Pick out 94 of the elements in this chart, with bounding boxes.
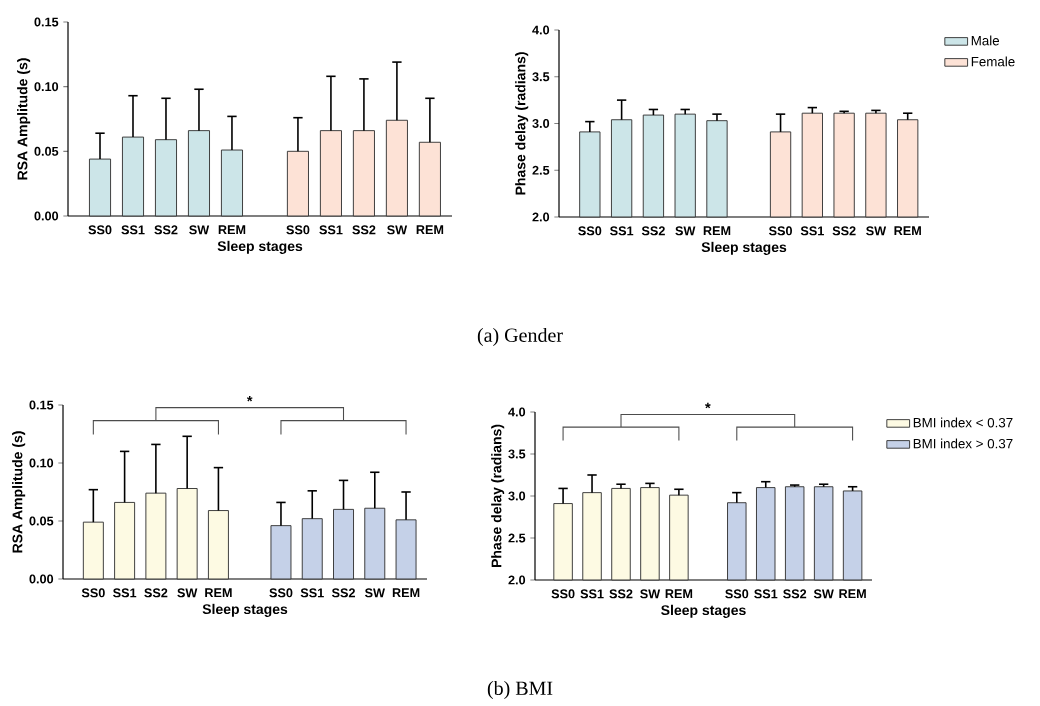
x-tick-label: SS1 [113, 588, 137, 598]
bar [395, 519, 417, 580]
bar [270, 525, 292, 580]
y-tick-label: 0.10 [29, 458, 54, 468]
x-tick-label: REM [392, 588, 420, 598]
y-tick-label: 3.5 [532, 72, 550, 82]
y-tick-label: 2.0 [508, 575, 526, 585]
bar [88, 158, 112, 217]
x-tick-label: REM [894, 226, 921, 236]
y-tick-label: 0.15 [29, 400, 54, 410]
x-tick-label: REM [665, 589, 693, 599]
bar [286, 150, 309, 217]
x-tick-label: SW [189, 225, 210, 235]
x-tick-label: SW [387, 225, 408, 235]
x-tick-label: REM [839, 589, 866, 599]
x-tick-label: SS1 [319, 225, 343, 235]
y-axis-title: Phase delay (radians) [515, 52, 529, 195]
x-tick-label: SS0 [286, 225, 310, 235]
y-tick-label: 3.0 [532, 118, 550, 128]
bar [145, 492, 167, 580]
bar [364, 507, 386, 580]
y-axis-title: RSA Amplitude (s) [17, 58, 31, 180]
x-tick-label: SW [364, 588, 385, 598]
bar [352, 130, 375, 217]
bar [176, 488, 198, 580]
bar [333, 508, 354, 580]
x-tick-label: SS0 [81, 588, 105, 598]
x-tick-label: SS1 [754, 589, 778, 599]
bar [207, 510, 229, 580]
legend-label: BMI index < 0.37 [913, 417, 1013, 428]
x-tick-label: SS2 [352, 225, 376, 235]
y-tick-label: 0.05 [34, 146, 59, 156]
y-tick-label: 0.00 [29, 574, 54, 584]
y-tick-label: 4.0 [508, 407, 526, 417]
y-tick-label: 0.00 [34, 211, 59, 221]
bar [301, 518, 323, 580]
y-tick-label: 2.5 [508, 533, 526, 543]
x-tick-label: SS0 [578, 226, 602, 236]
x-tick-label: SS1 [300, 588, 324, 598]
text: (b) BMI [487, 680, 553, 700]
x-tick-label: REM [703, 226, 731, 236]
bar [114, 501, 136, 580]
x-tick-label: SS0 [88, 225, 112, 235]
x-tick-label: SW [640, 589, 661, 599]
x-tick-label: REM [218, 225, 246, 235]
x-tick-label: SS2 [783, 589, 807, 599]
legend-label: BMI index > 0.37 [913, 438, 1013, 449]
bar [82, 521, 104, 580]
x-tick-label: SW [177, 588, 198, 598]
x-tick-label: REM [205, 588, 232, 598]
x-tick-label: SW [675, 226, 696, 236]
x-tick-label: SW [813, 589, 834, 599]
x-tick-label: SS2 [154, 225, 178, 235]
bar [154, 139, 178, 217]
y-axis-title: RSA Amplitude (s) [12, 431, 26, 553]
text: * [246, 395, 253, 402]
x-tick-label: SS0 [269, 588, 293, 598]
x-tick-label: SS1 [580, 589, 604, 599]
bar [418, 141, 441, 217]
x-tick-label: SS0 [768, 226, 793, 236]
x-tick-label: SS2 [832, 226, 856, 236]
x-tick-label: SS0 [551, 589, 575, 599]
y-tick-label: 2.5 [532, 165, 550, 175]
x-tick-label: SS2 [144, 588, 168, 598]
x-axis-title: Sleep stages [661, 604, 746, 618]
x-tick-label: SS2 [331, 588, 355, 598]
y-tick-label: 3.0 [508, 491, 526, 501]
y-axis-title: Phase delay (radians) [491, 424, 505, 568]
legend-label: Female [971, 56, 1015, 67]
bar [385, 119, 408, 217]
x-axis-title: Sleep stages [202, 603, 288, 617]
x-tick-label: REM [416, 225, 444, 235]
bar [319, 130, 342, 217]
y-tick-label: 0.10 [34, 82, 59, 92]
y-tick-label: 3.5 [508, 449, 526, 459]
text: * [705, 402, 711, 409]
x-tick-label: SS1 [800, 226, 824, 236]
x-tick-label: SS1 [610, 226, 634, 236]
x-tick-label: SS2 [609, 589, 633, 599]
x-axis-title: Sleep stages [701, 241, 787, 255]
x-tick-label: SS1 [121, 225, 145, 235]
bar [187, 130, 210, 217]
text: (a) Gender [477, 327, 563, 347]
x-axis-title: Sleep stages [217, 240, 303, 254]
y-tick-label: 4.0 [532, 25, 550, 35]
bar [220, 149, 243, 217]
bar [121, 136, 145, 217]
x-tick-label: SS0 [725, 589, 749, 599]
legend-label: Male [971, 35, 1000, 46]
x-tick-label: SW [866, 226, 887, 236]
x-tick-label: SS2 [641, 226, 665, 236]
y-tick-label: 2.0 [532, 212, 550, 222]
y-tick-label: 0.05 [29, 516, 54, 526]
y-tick-label: 0.15 [34, 17, 59, 27]
